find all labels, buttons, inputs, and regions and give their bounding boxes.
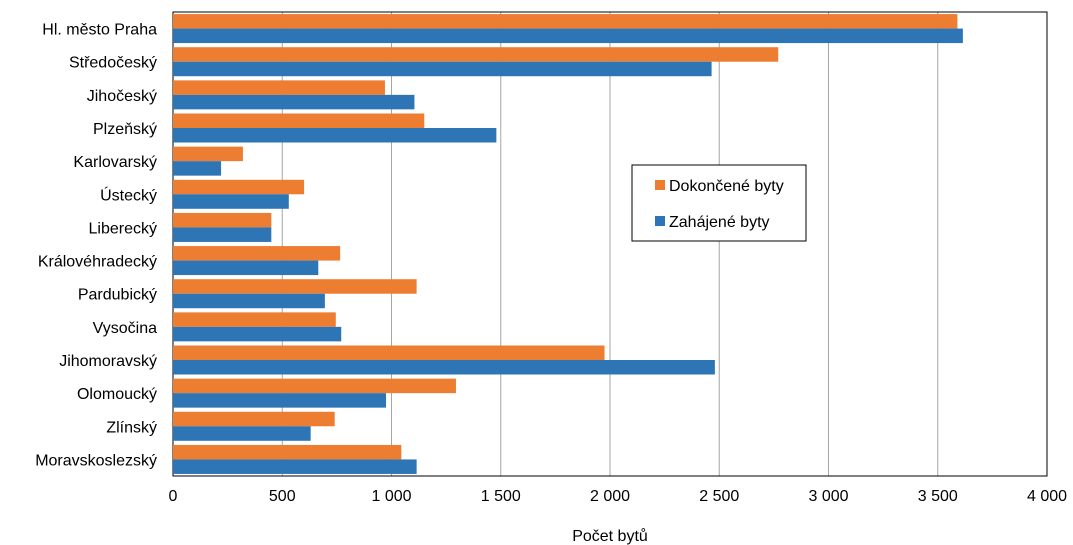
category-labels: Hl. město Praha Středočeský Jihočeský Plzeň… [35, 22, 157, 470]
category-label: Jihočeský [87, 88, 157, 105]
bar-zahajene [173, 61, 712, 77]
plot-area-frame [172, 11, 1048, 477]
bar-dokoncene [173, 179, 305, 195]
x-tick-label: 4 000 [1027, 488, 1067, 505]
bar-zahajene [173, 426, 311, 441]
category-label: Pardubický [78, 287, 157, 304]
bar-dokoncene [173, 14, 958, 29]
category-label: Jihomoravský [59, 353, 157, 370]
category-label: Hl. město Praha [42, 22, 157, 39]
x-tick-label: 3 500 [918, 488, 958, 505]
bar-zahajene [173, 227, 272, 242]
x-tick-label: 0 [169, 488, 178, 505]
bar-dokoncene [173, 279, 417, 294]
x-tick-label: 1 000 [371, 488, 411, 505]
bar-zahajene [173, 94, 415, 110]
bars [173, 14, 963, 474]
x-tick-label: 2 500 [699, 488, 739, 505]
x-axis-title: Počet bytů [572, 527, 648, 545]
bar-zahajene [173, 161, 222, 176]
x-tick-label: 500 [269, 488, 296, 505]
bar-dokoncene [173, 378, 456, 394]
bar-dokoncene [173, 47, 779, 62]
bar-zahajene [173, 326, 342, 342]
bar-zahajene [173, 393, 387, 408]
legend-swatch-zahajene [655, 216, 665, 226]
bar-zahajene [173, 194, 289, 209]
x-tick-label: 3 000 [808, 488, 848, 505]
bar-dokoncene [173, 345, 605, 360]
legend-label-zahajene: Zahájené byty [669, 214, 770, 231]
legend-label-dokoncene: Dokončené byty [669, 178, 784, 195]
bar-dokoncene [173, 246, 341, 261]
gridlines [281, 12, 939, 476]
category-label: Vysočina [93, 320, 157, 337]
category-label: Ústecký [100, 185, 157, 204]
category-label: Liberecký [89, 220, 157, 237]
category-label: Olomoucký [77, 386, 157, 403]
bar-zahajene [173, 293, 325, 309]
x-axis-ticks: 0 500 1 000 1 500 2 000 2 500 3 000 3 500 4 000 [169, 488, 1068, 505]
category-label: Karlovarský [73, 154, 157, 171]
category-label: Moravskoslezský [35, 452, 157, 469]
legend-swatch-dokoncene [655, 180, 665, 190]
bar-dokoncene [173, 312, 336, 327]
bar-dokoncene [173, 444, 402, 460]
x-tick-label: 1 500 [481, 488, 521, 505]
bar-zahajene [173, 360, 715, 375]
bar-dokoncene [173, 146, 243, 162]
bar-dokoncene [173, 113, 425, 128]
bar-zahajene [173, 459, 417, 474]
legend-box [631, 164, 807, 242]
category-label: Královéhradecký [38, 254, 157, 271]
bar-zahajene [173, 128, 497, 143]
category-label: Středočeský [69, 55, 157, 72]
category-label: Zlínský [106, 419, 157, 436]
bar-zahajene [173, 260, 319, 276]
bar-zahajene [173, 28, 963, 44]
category-label: Plzeňský [93, 121, 157, 138]
bar-dokoncene [173, 411, 335, 427]
legend: Dokončené byty Zahájené byty [631, 164, 807, 242]
bar-dokoncene [173, 80, 385, 95]
bar-dokoncene [173, 212, 272, 228]
x-tick-label: 2 000 [590, 488, 630, 505]
